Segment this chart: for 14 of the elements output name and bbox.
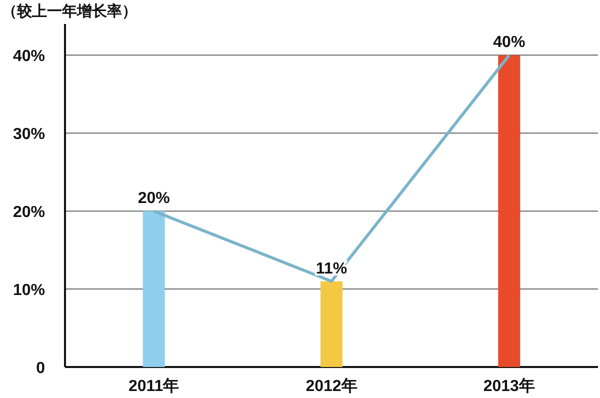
y-axis-title: （较上一年增长率） bbox=[2, 2, 137, 20]
y-tick-label: 40% bbox=[12, 48, 45, 66]
ytick: 30% bbox=[12, 126, 598, 144]
y-tick-label: 0 bbox=[36, 360, 46, 377]
x-tick-label: 2013年 bbox=[483, 377, 535, 395]
x-tick-label: 2011年 bbox=[128, 377, 180, 395]
ytick: 10% bbox=[12, 282, 598, 300]
bar bbox=[498, 55, 520, 367]
bar bbox=[142, 211, 165, 367]
x-tick-label: 2012年 bbox=[306, 377, 358, 395]
y-tick-label: 10% bbox=[12, 282, 45, 300]
bar bbox=[320, 281, 342, 367]
y-tick-label: 30% bbox=[12, 126, 45, 144]
y-tick-label: 20% bbox=[12, 204, 45, 222]
